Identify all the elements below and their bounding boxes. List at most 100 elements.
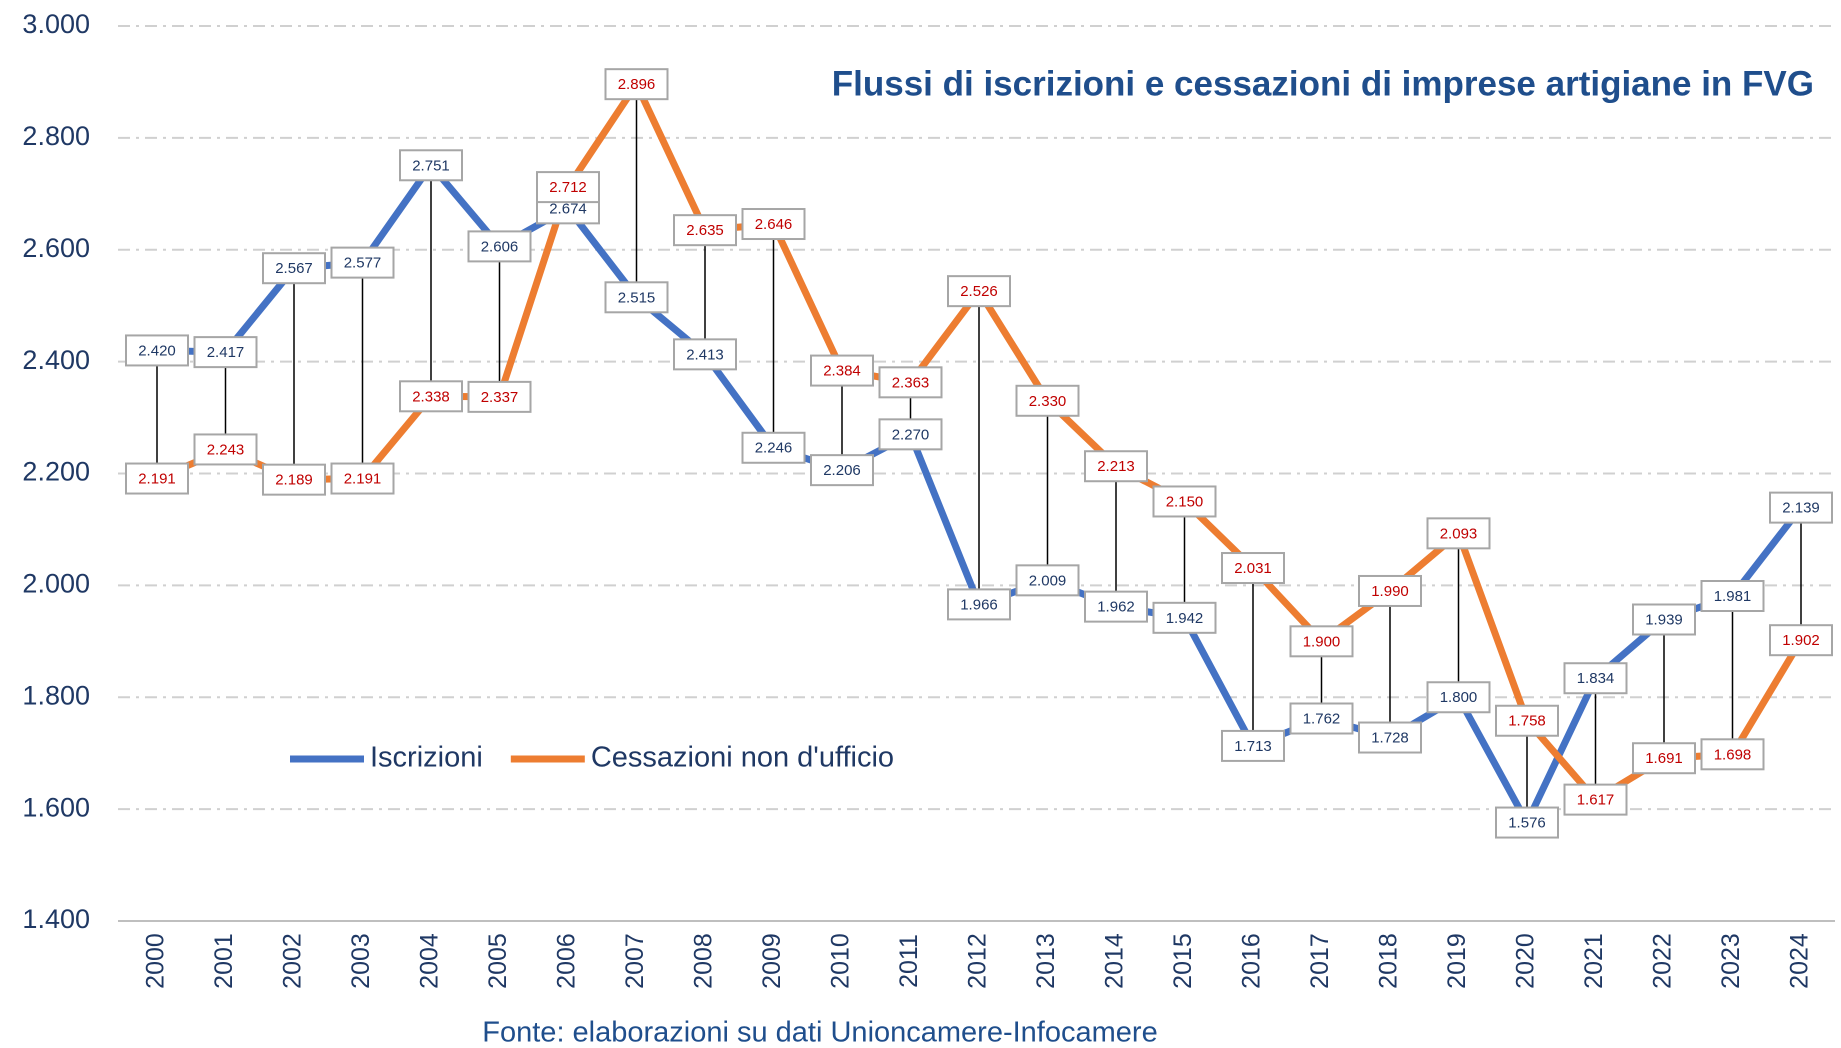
data-label-text: 1.942 [1166, 610, 1204, 627]
data-label-box [1152, 601, 1217, 634]
data-label-box [741, 431, 806, 464]
y-tick-label: 2.800 [22, 121, 90, 151]
source-note: Fonte: elaborazioni su dati Unioncamere-… [482, 1017, 1157, 1048]
data-label: 2.635 [673, 214, 737, 247]
x-tick-label: 2005 [484, 933, 512, 989]
data-label: 2.712 [536, 171, 600, 204]
data-label: 1.939 [1632, 603, 1696, 636]
data-label-box [1495, 806, 1559, 839]
data-label-box [741, 208, 806, 241]
data-label-box [810, 454, 874, 487]
data-label-box [673, 214, 737, 247]
data-label-box [947, 588, 1011, 621]
data-label-box [1769, 624, 1833, 657]
data-label: 1.981 [1700, 580, 1765, 613]
data-label-text: 2.635 [686, 222, 724, 239]
data-label-box [193, 433, 258, 466]
x-tick-label: 2012 [964, 933, 992, 989]
data-label-text: 2.191 [138, 471, 176, 488]
data-label-text: 2.712 [549, 179, 587, 196]
data-label: 1.902 [1769, 624, 1833, 657]
data-label: 1.966 [947, 588, 1011, 621]
legend-label: Cessazioni non d'ufficio [591, 742, 894, 774]
data-label-text: 1.902 [1782, 632, 1820, 649]
data-label: 1.762 [1289, 702, 1354, 735]
x-tick-label: 2008 [690, 933, 718, 989]
data-label-text: 2.330 [1029, 393, 1067, 410]
data-label-box [262, 463, 326, 496]
data-label: 2.420 [125, 334, 189, 367]
data-label: 2.150 [1152, 485, 1217, 518]
y-tick-label: 1.600 [22, 792, 90, 822]
x-tick-label: 2015 [1169, 933, 1197, 989]
data-label-box [193, 336, 258, 369]
data-label: 2.413 [673, 338, 737, 371]
data-label-box [125, 462, 189, 495]
chart-title: Flussi di iscrizioni e cessazioni di imp… [832, 64, 1814, 103]
data-label: 1.942 [1152, 601, 1217, 634]
data-label: 2.270 [878, 418, 943, 451]
x-tick-label: 2013 [1032, 933, 1060, 989]
data-label: 2.246 [741, 431, 806, 464]
x-tick-label: 2010 [827, 933, 855, 989]
legend-label: Iscrizioni [370, 742, 483, 774]
data-label-box [399, 149, 463, 182]
x-tick-label: 2019 [1443, 933, 1471, 989]
data-label-text: 2.577 [344, 255, 382, 272]
x-tick-label: 2023 [1717, 933, 1745, 989]
x-tick-label: 2020 [1512, 933, 1540, 989]
data-label-box [1700, 738, 1765, 771]
data-label-text: 1.939 [1645, 611, 1683, 628]
data-label-text: 1.758 [1508, 713, 1546, 730]
data-label-box [1495, 704, 1559, 737]
data-label: 2.646 [741, 208, 806, 241]
data-label-box [878, 418, 943, 451]
data-label-text: 2.420 [138, 342, 176, 359]
data-label-text: 2.270 [892, 426, 930, 443]
data-label: 1.691 [1632, 742, 1696, 775]
data-label-box [1700, 580, 1765, 613]
data-label: 2.243 [193, 433, 258, 466]
data-label: 1.900 [1289, 625, 1354, 658]
data-label-box [467, 380, 532, 413]
data-label-box [330, 246, 395, 279]
data-label: 2.189 [262, 463, 326, 496]
data-label: 1.617 [1563, 783, 1628, 816]
data-label: 1.758 [1495, 704, 1559, 737]
data-label-text: 1.900 [1303, 633, 1341, 650]
y-tick-label: 1.400 [22, 904, 90, 934]
data-label-box [1289, 702, 1354, 735]
data-label: 2.093 [1426, 517, 1491, 550]
x-tick-label: 2001 [210, 933, 238, 989]
data-label-text: 2.093 [1440, 525, 1478, 542]
data-label: 2.213 [1084, 450, 1148, 483]
data-label-text: 1.800 [1440, 689, 1478, 706]
data-label-text: 1.698 [1714, 746, 1752, 763]
data-label-text: 2.413 [686, 346, 724, 363]
data-label-text: 2.243 [207, 441, 245, 458]
data-label-text: 2.674 [549, 200, 587, 217]
y-tick-label: 3.000 [22, 9, 90, 39]
data-label-text: 2.751 [412, 157, 450, 174]
data-label: 2.417 [193, 336, 258, 369]
data-label: 2.330 [1015, 384, 1080, 417]
data-label-text: 1.691 [1645, 750, 1683, 767]
data-label: 2.139 [1769, 491, 1833, 524]
x-tick-label: 2002 [279, 933, 307, 989]
data-label-box [1358, 721, 1422, 754]
data-label-text: 2.189 [275, 472, 313, 489]
data-label-text: 1.617 [1577, 792, 1615, 809]
data-label: 2.206 [810, 454, 874, 487]
data-label-box [673, 338, 737, 371]
y-tick-label: 2.600 [22, 233, 90, 263]
x-tick-label: 2007 [621, 933, 649, 989]
data-label: 1.834 [1563, 662, 1628, 695]
data-label-text: 1.966 [960, 596, 998, 613]
data-label-text: 2.384 [823, 363, 861, 380]
data-label-text: 2.337 [481, 389, 519, 406]
data-label-box [1289, 625, 1354, 658]
data-label-box [1084, 590, 1148, 623]
data-label: 2.337 [467, 380, 532, 413]
data-label-box [399, 380, 463, 413]
